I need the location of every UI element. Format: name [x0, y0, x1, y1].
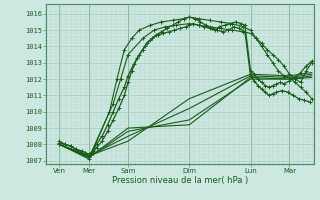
X-axis label: Pression niveau de la mer( hPa ): Pression niveau de la mer( hPa ): [112, 176, 248, 185]
